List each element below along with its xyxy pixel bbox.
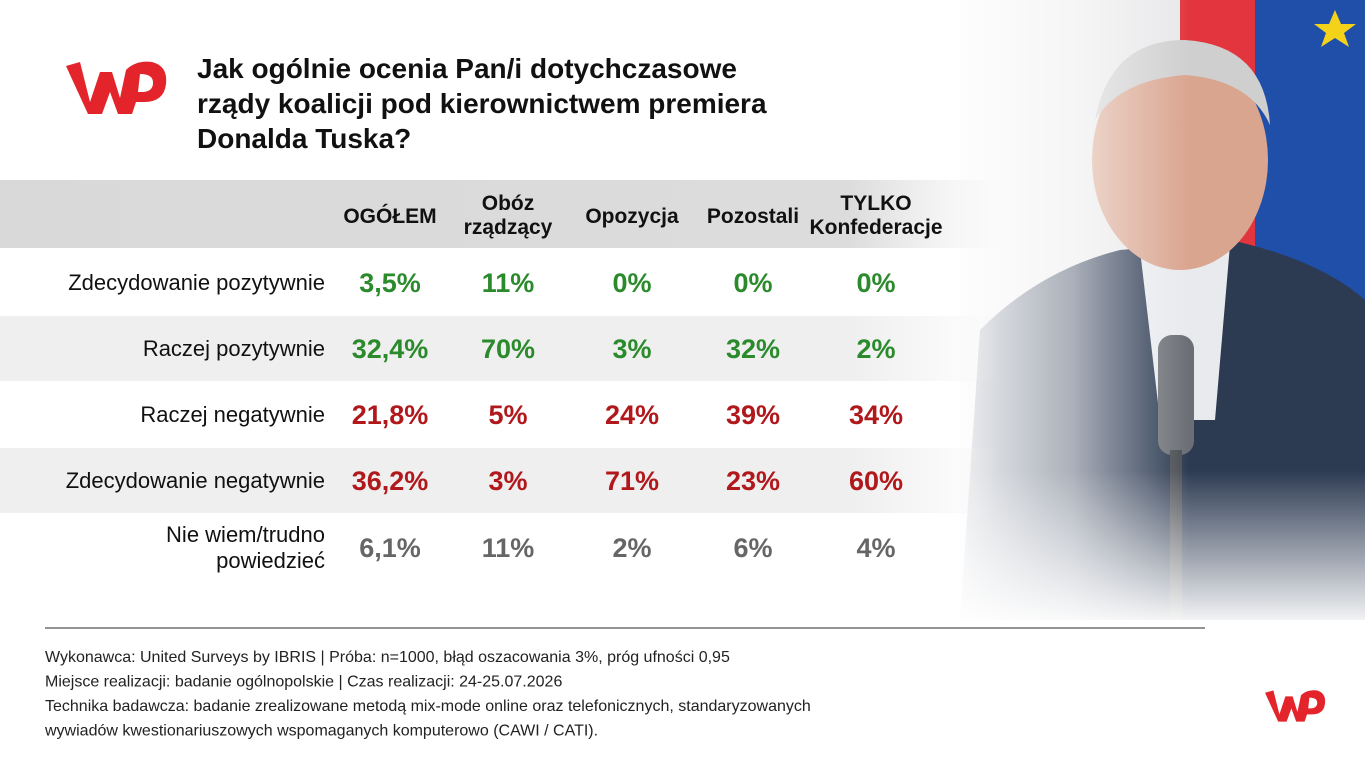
cell-value: 34% bbox=[849, 400, 903, 430]
row-stripe bbox=[0, 316, 1000, 381]
column-header: Opozycja bbox=[585, 205, 679, 228]
cell-value: 11% bbox=[482, 268, 535, 298]
cell-value: 23% bbox=[726, 466, 780, 496]
cell-value: 0% bbox=[856, 268, 895, 298]
row-stripe bbox=[0, 448, 1000, 513]
cell-value: 3% bbox=[488, 466, 527, 496]
cell-value: 0% bbox=[733, 268, 772, 298]
cell-value: 2% bbox=[856, 334, 895, 364]
column-header: OGÓŁEM bbox=[343, 204, 436, 228]
column-header: Konfederacje bbox=[809, 216, 942, 239]
column-header: rządzący bbox=[464, 216, 553, 239]
column-header: TYLKO bbox=[840, 192, 911, 215]
row-label: Zdecydowanie negatywnie bbox=[66, 468, 325, 493]
cell-value: 3% bbox=[612, 334, 651, 364]
cell-value: 32,4% bbox=[352, 334, 429, 364]
cell-value: 60% bbox=[849, 466, 903, 496]
cell-value: 4% bbox=[856, 533, 895, 563]
cell-value: 2% bbox=[612, 533, 651, 563]
footer-line: Miejsce realizacji: badanie ogólnopolski… bbox=[45, 674, 562, 691]
photo bbox=[930, 0, 1365, 630]
footer-line: Wykonawca: United Surveys by IBRIS | Pró… bbox=[45, 649, 730, 666]
cell-value: 21,8% bbox=[352, 400, 429, 430]
cell-value: 11% bbox=[482, 533, 535, 563]
header-band bbox=[0, 180, 1000, 248]
column-header: Obóz bbox=[482, 192, 535, 215]
cell-value: 24% bbox=[605, 400, 659, 430]
cell-value: 39% bbox=[726, 400, 780, 430]
row-label: Nie wiem/trudno bbox=[166, 522, 325, 547]
cell-value: 70% bbox=[481, 334, 535, 364]
footer-line: wywiadów kwestionariuszowych wspomaganyc… bbox=[44, 723, 598, 740]
row-label: Zdecydowanie pozytywnie bbox=[68, 270, 325, 295]
cell-value: 5% bbox=[488, 400, 527, 430]
cell-value: 32% bbox=[726, 334, 780, 364]
cell-value: 36,2% bbox=[352, 466, 429, 496]
logo-small bbox=[1265, 690, 1326, 722]
logo bbox=[66, 61, 167, 114]
footer-line: Technika badawcza: badanie zrealizowane … bbox=[45, 698, 811, 715]
column-header: Pozostali bbox=[707, 205, 799, 228]
title-line: Donalda Tuska? bbox=[197, 123, 411, 154]
cell-value: 6,1% bbox=[359, 533, 421, 563]
row-label: Raczej negatywnie bbox=[140, 402, 325, 427]
title-line: Jak ogólnie ocenia Pan/i dotychczasowe bbox=[197, 53, 737, 84]
cell-value: 71% bbox=[605, 466, 659, 496]
title-line: rządy koalicji pod kierownictwem premier… bbox=[197, 88, 767, 119]
cell-value: 0% bbox=[612, 268, 651, 298]
cell-value: 3,5% bbox=[359, 268, 421, 298]
row-label: powiedzieć bbox=[216, 548, 325, 573]
row-label: Raczej pozytywnie bbox=[143, 336, 325, 361]
cell-value: 6% bbox=[733, 533, 772, 563]
